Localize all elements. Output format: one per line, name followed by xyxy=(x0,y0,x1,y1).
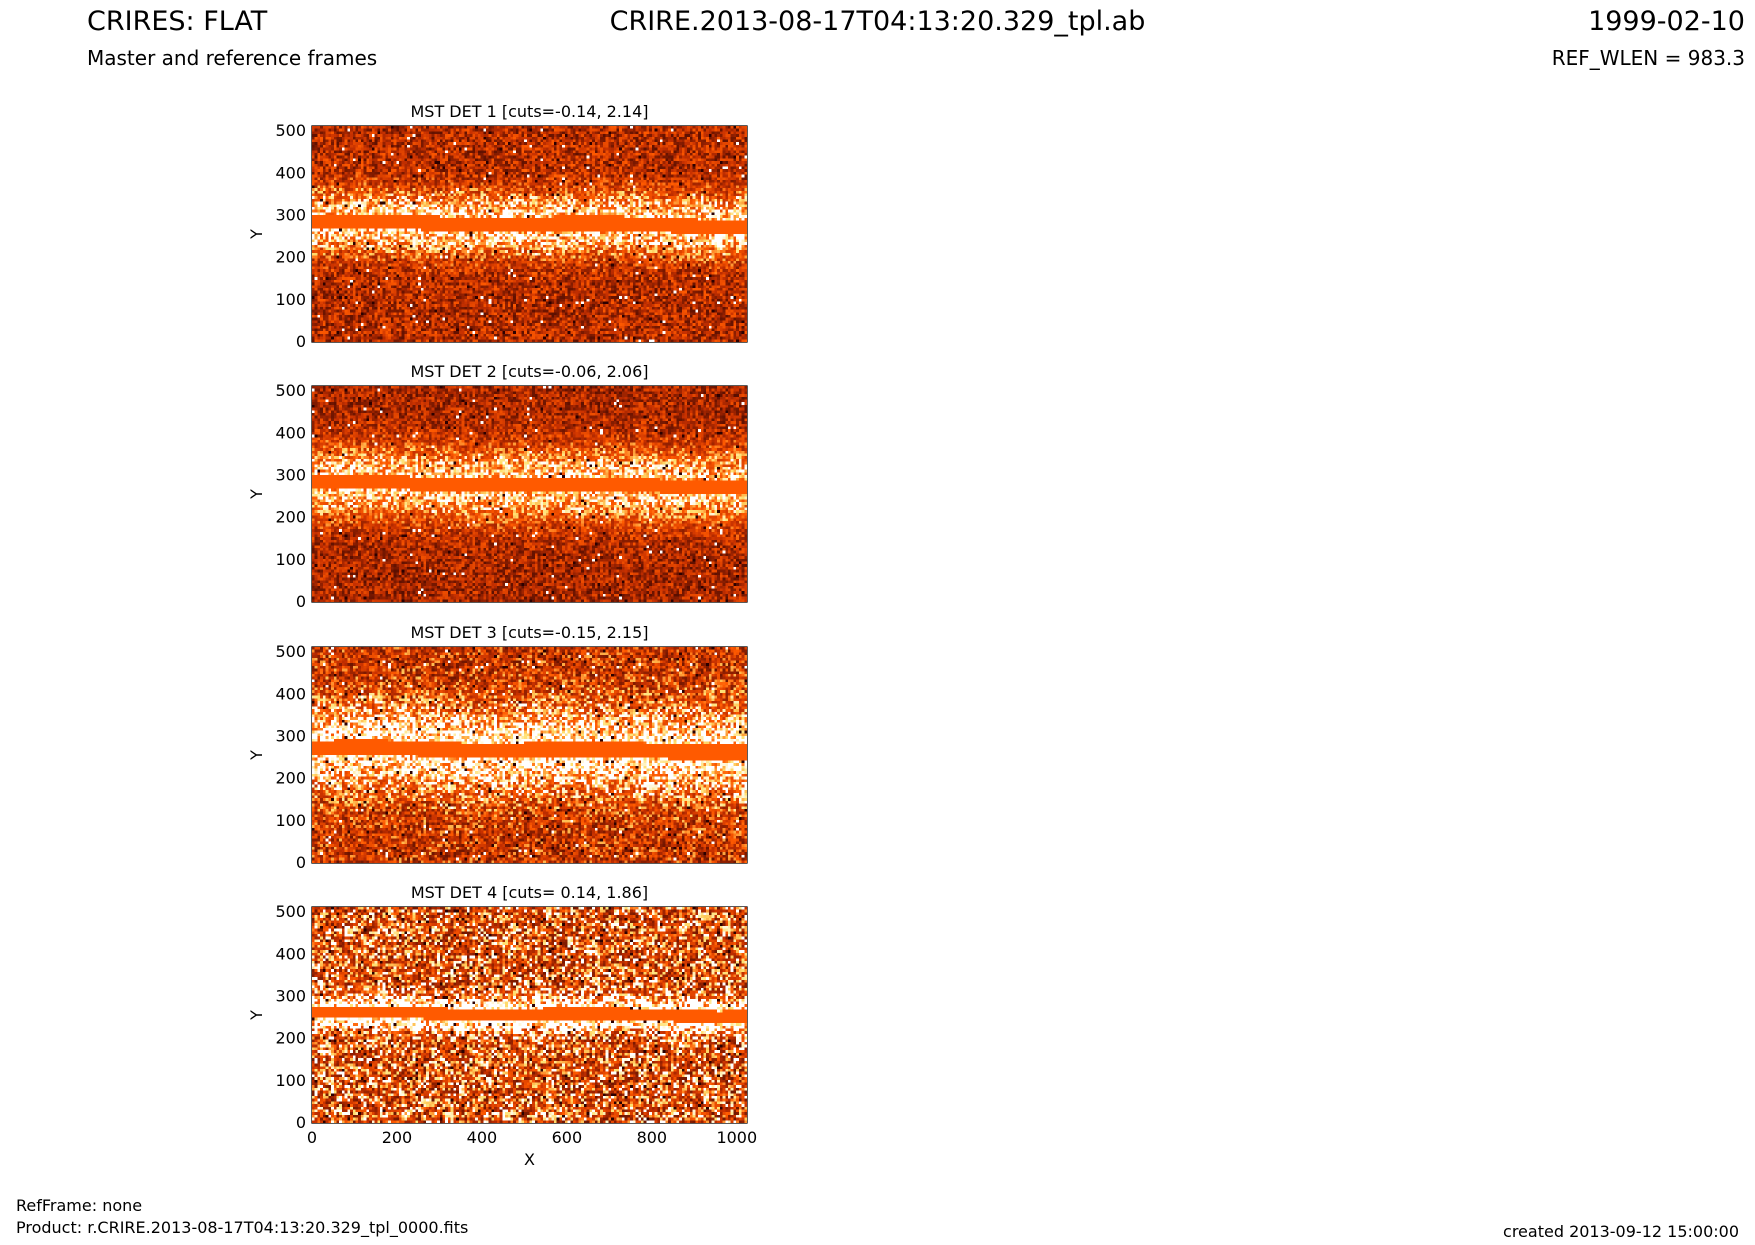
date-label: 1999-02-10 xyxy=(1588,6,1745,37)
y-tick-label: 100 xyxy=(275,1071,306,1090)
heatmap-image-det3 xyxy=(312,647,747,863)
x-tick-label: 200 xyxy=(382,1128,413,1147)
y-tick-label: 0 xyxy=(296,1113,306,1132)
heatmap-image-det2 xyxy=(312,386,747,602)
y-tick-label: 500 xyxy=(275,121,306,140)
y-tick-label: 300 xyxy=(275,726,306,745)
y-tick-label: 300 xyxy=(275,205,306,224)
heatmap-image-det4 xyxy=(312,907,747,1123)
footer-refframe: RefFrame: none xyxy=(16,1196,143,1215)
y-tick-label: 400 xyxy=(275,163,306,182)
panel-det1: MST DET 1 [cuts=-0.14, 2.14] 0 100 200 300 40… xyxy=(247,102,748,351)
y-tick-label: 100 xyxy=(275,811,306,830)
x-tick-label: 1000 xyxy=(716,1128,757,1147)
panel-title: MST DET 4 [cuts= 0.14, 1.86] xyxy=(411,883,648,902)
y-tick-label: 200 xyxy=(275,769,306,788)
y-tick-label: 0 xyxy=(296,332,306,351)
y-tick-label: 300 xyxy=(275,465,306,484)
page-title: CRIRES: FLAT xyxy=(87,6,268,37)
y-tick-label: 500 xyxy=(275,642,306,661)
footer-product: Product: r.CRIRE.2013-08-17T04:13:20.329… xyxy=(16,1218,469,1237)
panel-title: MST DET 2 [cuts=-0.06, 2.06] xyxy=(410,362,648,381)
panel-det2: MST DET 2 [cuts=-0.06, 2.06] 0 100 200 300 40… xyxy=(247,362,748,611)
y-axis-label: Y xyxy=(247,750,266,761)
x-tick-label: 800 xyxy=(637,1128,668,1147)
y-tick-label: 200 xyxy=(275,248,306,267)
y-tick-label: 500 xyxy=(275,902,306,921)
x-tick-label: 400 xyxy=(467,1128,498,1147)
y-axis-label: Y xyxy=(247,1010,266,1021)
y-tick-label: 100 xyxy=(275,550,306,569)
panel-title: MST DET 3 [cuts=-0.15, 2.15] xyxy=(410,623,648,642)
y-tick-label: 400 xyxy=(275,423,306,442)
y-tick-label: 0 xyxy=(296,592,306,611)
y-axis-label: Y xyxy=(247,489,266,500)
file-title: CRIRE.2013-08-17T04:13:20.329_tpl.ab xyxy=(609,6,1146,37)
y-tick-label: 400 xyxy=(275,944,306,963)
panel-title: MST DET 1 [cuts=-0.14, 2.14] xyxy=(410,102,648,121)
panel-det3: MST DET 3 [cuts=-0.15, 2.15] 0 100 200 300 40… xyxy=(247,623,748,872)
page-subtitle: Master and reference frames xyxy=(87,46,378,70)
y-axis-label: Y xyxy=(247,229,266,240)
heatmap-image-det1 xyxy=(312,126,747,342)
y-tick-label: 0 xyxy=(296,853,306,872)
x-tick-label: 0 xyxy=(307,1128,317,1147)
ref-wlen-label: REF_WLEN = 983.3 xyxy=(1551,46,1745,70)
x-tick-label: 600 xyxy=(552,1128,583,1147)
y-tick-label: 500 xyxy=(275,381,306,400)
y-tick-label: 200 xyxy=(275,508,306,527)
y-tick-label: 300 xyxy=(275,986,306,1005)
y-tick-label: 200 xyxy=(275,1029,306,1048)
y-tick-label: 100 xyxy=(275,290,306,309)
footer-created: created 2013-09-12 15:00:00 xyxy=(1503,1222,1739,1241)
y-tick-label: 400 xyxy=(275,684,306,703)
x-axis-label: X xyxy=(524,1150,535,1169)
